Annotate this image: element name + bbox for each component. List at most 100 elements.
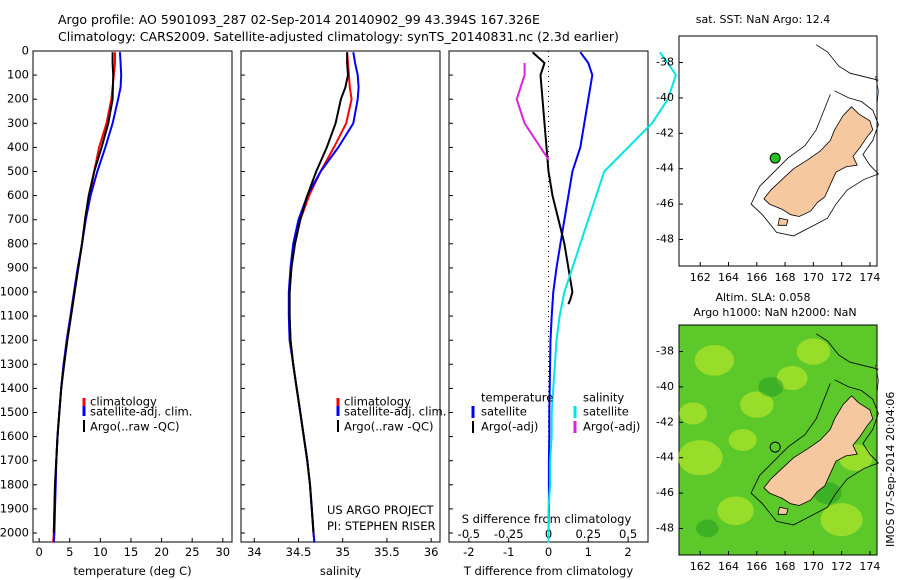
legend-temp-argo: Argo(-adj) — [481, 420, 538, 434]
sla-patch — [677, 440, 723, 476]
lat-tick-label: -48 — [656, 232, 674, 245]
stewart-island-land — [777, 506, 789, 515]
series-line-argo---raw--qc- — [288, 52, 349, 534]
north-island-land — [875, 76, 879, 106]
lon-tick-label: 164 — [718, 271, 739, 284]
sla-map-content — [677, 333, 880, 538]
y-tick-label: 2000 — [0, 526, 29, 540]
top-tick-label: -0.25 — [494, 527, 524, 541]
y-tick-label: 1400 — [0, 381, 29, 395]
isobath-contour — [815, 44, 879, 81]
top-tick-label: 0.25 — [575, 527, 601, 541]
sst-map-axes: -38 -40 -42 -44 -46 -48 162 164 166 168 170 172 174 — [656, 56, 880, 284]
x-tick-label: 36 — [424, 545, 439, 559]
legend-temp-satellite: satellite — [481, 405, 527, 419]
lon-tick-label: 166 — [746, 560, 767, 573]
lon-tick-label: 174 — [859, 560, 880, 573]
lat-tick-label: -38 — [656, 56, 674, 69]
difference-profile-panel: -2 -1 0 1 2 T difference from climatology S di… — [448, 50, 677, 578]
plot-frame — [32, 50, 233, 543]
south-island-land — [763, 395, 874, 506]
lon-tick-label: 174 — [859, 271, 880, 284]
lon-tick-label: 162 — [690, 560, 711, 573]
argo-float-marker — [769, 152, 781, 164]
y-tick-label: 300 — [7, 116, 29, 130]
y-tick-label: 1900 — [0, 501, 29, 515]
x-tick-label: 30 — [215, 545, 230, 559]
lon-tick-label: 168 — [775, 271, 796, 284]
y-tick-label: 600 — [7, 188, 29, 202]
legend-argo: Argo(..raw -QC) — [344, 420, 434, 434]
x-tick-label: 2 — [624, 545, 631, 559]
y-tick-label: 1800 — [0, 477, 29, 491]
temperature-legend: climatology satellite-adj. clim. Argo(..… — [82, 395, 192, 434]
x-tick-label: 0 — [35, 545, 42, 559]
sla-patch — [694, 344, 734, 376]
y-tick-label: 1200 — [0, 333, 29, 347]
lat-tick-label: -46 — [656, 486, 674, 499]
sla-patch — [758, 377, 784, 397]
x-tick-label: 20 — [154, 545, 169, 559]
header-line2: Climatology: CARS2009. Satellite-adjuste… — [58, 29, 619, 44]
lat-tick-label: -44 — [656, 162, 674, 175]
temperature-profile-panel: 0100200300400500600700800900100011001200… — [0, 44, 233, 578]
legend-argo: Argo(..raw -QC) — [90, 420, 180, 434]
series-line-satellite — [547, 51, 677, 543]
isobath-contour — [815, 333, 879, 370]
top-tick-label: 0.5 — [619, 527, 637, 541]
y-tick-label: 1100 — [0, 309, 29, 323]
lat-tick-label: -42 — [656, 415, 674, 428]
x-axis-label: salinity — [320, 564, 361, 578]
x-tick-label: 10 — [93, 545, 108, 559]
lat-tick-label: -48 — [656, 521, 674, 534]
x-tick-label: 15 — [124, 545, 139, 559]
lon-tick-label: 172 — [831, 560, 852, 573]
isobath-contour — [750, 90, 880, 237]
x-tick-label: -1 — [503, 545, 514, 559]
lat-tick-label: -46 — [656, 197, 674, 210]
lat-tick-label: -40 — [656, 91, 674, 104]
south-island-land — [763, 106, 874, 217]
lat-tick-label: -42 — [656, 126, 674, 139]
y-tick-label: 100 — [7, 68, 29, 82]
sst-map-title: sat. SST: NaN Argo: 12.4 — [696, 13, 830, 26]
sla-map-title-1: Altim. SLA: 0.058 — [715, 291, 810, 304]
sla-patch — [679, 402, 708, 425]
x-tick-label: 34.5 — [286, 545, 312, 559]
lon-tick-label: 170 — [803, 560, 824, 573]
salinity-legend: climatology satellite-adj. clim. Argo(..… — [336, 395, 446, 434]
project-credit: US ARGO PROJECT — [327, 503, 435, 517]
imos-stamp: IMOS 07-Sep-2014 20:04:06 — [884, 392, 897, 547]
pi-credit: PI: STEPHEN RISER — [327, 519, 436, 533]
y-tick-label: 900 — [7, 260, 29, 274]
lon-tick-label: 172 — [831, 271, 852, 284]
sla-map: Altim. SLA: 0.058 Argo h1000: NaN h2000:… — [656, 291, 880, 573]
lat-tick-label: -44 — [656, 451, 674, 464]
top-tick-label: -0.5 — [458, 527, 480, 541]
sla-patch — [820, 503, 863, 537]
x-tick-label: 5 — [66, 545, 73, 559]
legend-satellite-adj: satellite-adj. clim. — [90, 405, 192, 419]
sla-patch — [776, 365, 808, 391]
top-axis-label: S difference from climatology — [462, 512, 632, 526]
sla-patch — [796, 338, 831, 365]
legend-sal-satellite: satellite — [583, 405, 629, 419]
sla-patch — [739, 391, 774, 418]
plot-frame — [240, 50, 441, 543]
x-tick-label: -2 — [463, 545, 474, 559]
x-tick-label: 0 — [545, 545, 552, 559]
legend-header-temperature: temperature — [481, 391, 553, 405]
x-tick-label: 35.5 — [374, 545, 400, 559]
legend-satellite-adj: satellite-adj. clim. — [344, 405, 446, 419]
series-line-argo--adj- — [531, 51, 574, 305]
difference-legend: temperature salinity satellite Argo(-adj… — [471, 391, 640, 434]
y-tick-label: 200 — [7, 92, 29, 106]
sla-map-axes: -38 -40 -42 -44 -46 -48 162 164 166 168 170 172 174 — [656, 345, 880, 573]
sst-map: sat. SST: NaN Argo: 12.4 -38 -40 -42 -44 -46… — [656, 13, 880, 284]
y-tick-label: 1600 — [0, 429, 29, 443]
lon-tick-label: 162 — [690, 271, 711, 284]
sla-patch — [696, 519, 719, 538]
stewart-island-land — [777, 217, 789, 226]
y-tick-label: 1000 — [0, 285, 29, 299]
